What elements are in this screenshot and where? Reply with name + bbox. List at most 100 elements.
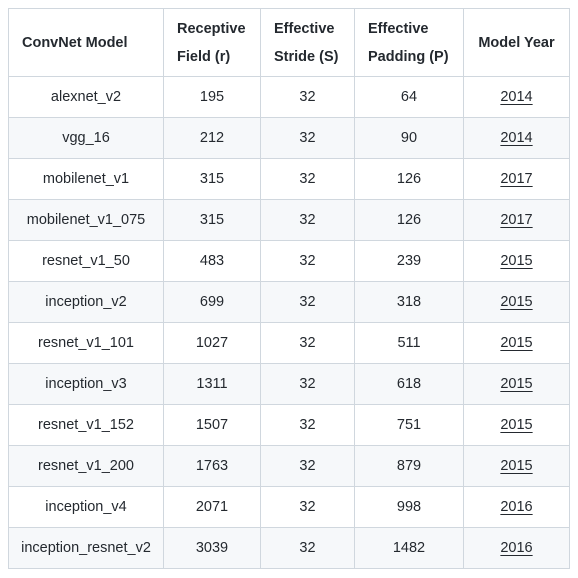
model-year-link[interactable]: 2015 [500,376,533,392]
cell-model-name: vgg_16 [8,117,164,159]
cell-receptive-field: 1763 [163,445,261,487]
cell-model-name: inception_v3 [8,363,164,405]
model-year-link[interactable]: 2015 [500,458,533,474]
model-year-link[interactable]: 2017 [500,171,533,187]
cell-effective-stride: 32 [260,322,355,364]
cell-effective-stride: 32 [260,363,355,405]
model-year-link[interactable]: 2014 [500,89,533,105]
cell-effective-padding: 1482 [354,527,464,569]
table-row: mobilenet_v1 315 32 126 2017 [8,158,570,200]
cell-model-year: 2015 [463,445,570,487]
table-row: inception_resnet_v2 3039 32 1482 2016 [8,527,570,569]
cell-model-year: 2016 [463,527,570,569]
cell-effective-padding: 511 [354,322,464,364]
cell-effective-stride: 32 [260,486,355,528]
cell-effective-padding: 318 [354,281,464,323]
table-row: vgg_16 212 32 90 2014 [8,117,570,159]
cell-effective-stride: 32 [260,199,355,241]
cell-model-name: resnet_v1_152 [8,404,164,446]
table-header: ConvNet Model Receptive Field (r) Effecti… [8,8,570,77]
cell-model-year: 2015 [463,240,570,282]
cell-receptive-field: 2071 [163,486,261,528]
cell-receptive-field: 1507 [163,404,261,446]
cell-receptive-field: 3039 [163,527,261,569]
header-model-year: Model Year [463,8,570,77]
cell-effective-stride: 32 [260,76,355,118]
cell-receptive-field: 195 [163,76,261,118]
model-year-link[interactable]: 2016 [500,540,533,556]
model-year-link[interactable]: 2014 [500,130,533,146]
cell-model-name: alexnet_v2 [8,76,164,118]
cell-effective-padding: 64 [354,76,464,118]
cell-effective-padding: 998 [354,486,464,528]
table-row: resnet_v1_50 483 32 239 2015 [8,240,570,282]
cell-model-year: 2015 [463,322,570,364]
cell-model-year: 2014 [463,117,570,159]
cell-effective-padding: 239 [354,240,464,282]
cell-model-name: mobilenet_v1 [8,158,164,200]
header-receptive-field: Receptive Field (r) [163,8,261,77]
cell-receptive-field: 315 [163,158,261,200]
cell-receptive-field: 1027 [163,322,261,364]
cell-receptive-field: 315 [163,199,261,241]
cell-effective-stride: 32 [260,117,355,159]
cell-model-name: inception_v2 [8,281,164,323]
table-row: resnet_v1_200 1763 32 879 2015 [8,445,570,487]
model-year-link[interactable]: 2016 [500,499,533,515]
table-row: mobilenet_v1_075 315 32 126 2017 [8,199,570,241]
model-year-link[interactable]: 2015 [500,417,533,433]
cell-model-year: 2017 [463,199,570,241]
cell-effective-stride: 32 [260,404,355,446]
model-year-link[interactable]: 2015 [500,253,533,269]
cell-model-name: mobilenet_v1_075 [8,199,164,241]
cell-effective-padding: 618 [354,363,464,405]
cell-effective-stride: 32 [260,527,355,569]
header-effective-stride: Effective Stride (S) [260,8,355,77]
cell-receptive-field: 483 [163,240,261,282]
cell-model-year: 2015 [463,281,570,323]
table-row: inception_v2 699 32 318 2015 [8,281,570,323]
cell-model-year: 2017 [463,158,570,200]
header-effective-padding: Effective Padding (P) [354,8,464,77]
cell-receptive-field: 1311 [163,363,261,405]
header-text-line1: Receptive [177,20,246,37]
table-row: inception_v4 2071 32 998 2016 [8,486,570,528]
cell-model-year: 2016 [463,486,570,528]
cell-model-name: resnet_v1_101 [8,322,164,364]
header-convnet-model: ConvNet Model [8,8,164,77]
cell-effective-stride: 32 [260,158,355,200]
cell-receptive-field: 699 [163,281,261,323]
receptive-field-table: ConvNet Model Receptive Field (r) Effecti… [8,8,570,569]
cell-receptive-field: 212 [163,117,261,159]
table-row: resnet_v1_152 1507 32 751 2015 [8,404,570,446]
header-text-line1: Effective [274,20,335,37]
cell-model-name: resnet_v1_50 [8,240,164,282]
cell-effective-stride: 32 [260,240,355,282]
header-text-line2: Padding (P) [368,48,449,65]
cell-model-name: resnet_v1_200 [8,445,164,487]
model-year-link[interactable]: 2015 [500,335,533,351]
cell-model-year: 2015 [463,404,570,446]
cell-model-name: inception_v4 [8,486,164,528]
table-body: alexnet_v2 195 32 64 2014 vgg_16 212 32 90 2014 mo… [8,76,570,569]
cell-effective-padding: 879 [354,445,464,487]
cell-effective-padding: 126 [354,199,464,241]
model-year-link[interactable]: 2017 [500,212,533,228]
cell-effective-stride: 32 [260,445,355,487]
header-text-line2: Stride (S) [274,48,339,65]
model-year-link[interactable]: 2015 [500,294,533,310]
cell-effective-stride: 32 [260,281,355,323]
cell-effective-padding: 751 [354,404,464,446]
header-text-line1: Effective [368,20,429,37]
cell-model-year: 2014 [463,76,570,118]
header-text: Model Year [478,34,555,51]
cell-effective-padding: 90 [354,117,464,159]
cell-model-name: inception_resnet_v2 [8,527,164,569]
header-text-line2: Field (r) [177,48,231,65]
cell-effective-padding: 126 [354,158,464,200]
table-row: resnet_v1_101 1027 32 511 2015 [8,322,570,364]
header-text: ConvNet Model [22,34,128,51]
header-row: ConvNet Model Receptive Field (r) Effecti… [8,8,570,77]
table-row: inception_v3 1311 32 618 2015 [8,363,570,405]
table-row: alexnet_v2 195 32 64 2014 [8,76,570,118]
